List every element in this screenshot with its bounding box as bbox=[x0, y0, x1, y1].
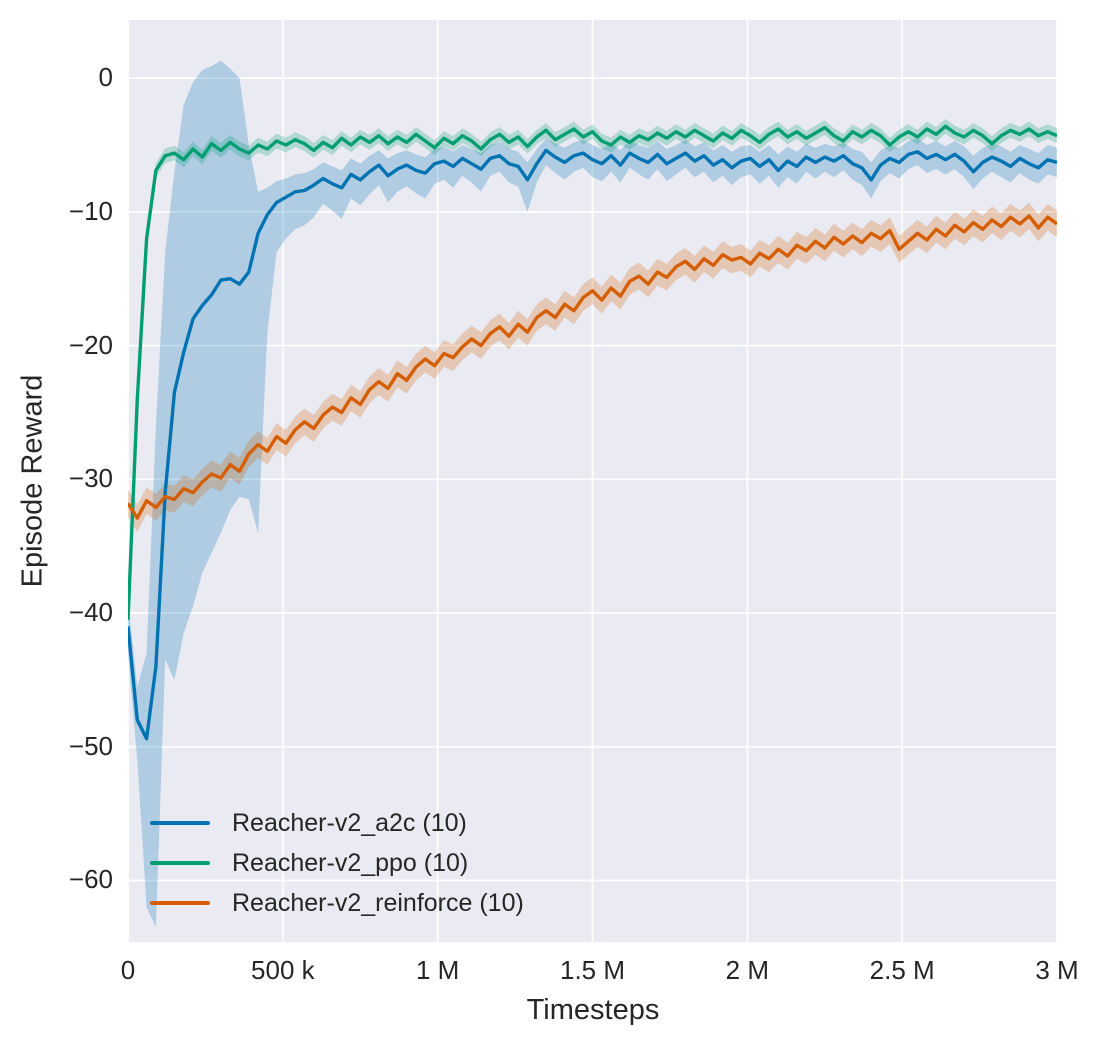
legend-swatch-ppo bbox=[150, 861, 210, 865]
legend-label-reinforce: Reacher-v2_reinforce (10) bbox=[232, 888, 524, 917]
x-tick-3: 1.5 M bbox=[559, 955, 626, 985]
legend-item-reinforce: Reacher-v2_reinforce (10) bbox=[150, 883, 524, 923]
line-ppo bbox=[128, 124, 1057, 620]
gridlines bbox=[127, 20, 1058, 942]
x-tick-1: 500 k bbox=[251, 955, 315, 985]
legend-swatch-a2c bbox=[150, 821, 210, 825]
y-tick-2: −20 bbox=[68, 329, 113, 360]
x-tick-2: 1 M bbox=[415, 955, 460, 985]
legend: Reacher-v2_a2c (10) Reacher-v2_ppo (10) … bbox=[150, 803, 524, 923]
legend-swatch-reinforce bbox=[150, 901, 210, 905]
y-tick-6: −60 bbox=[68, 864, 113, 895]
x-axis-label: Timesteps bbox=[526, 994, 660, 1026]
y-tick-3: −30 bbox=[68, 463, 113, 494]
y-tick-4: −40 bbox=[68, 597, 113, 628]
y-tick-5: −50 bbox=[68, 730, 113, 761]
x-tick-5: 2.5 M bbox=[869, 955, 935, 985]
line-a2c bbox=[128, 148, 1057, 741]
x-tick-6: 3 M bbox=[1035, 955, 1079, 985]
legend-item-a2c: Reacher-v2_a2c (10) bbox=[150, 803, 524, 843]
legend-label-ppo: Reacher-v2_ppo (10) bbox=[232, 848, 469, 877]
y-axis-label: Episode Reward bbox=[16, 374, 49, 588]
y-tick-1: −10 bbox=[68, 195, 113, 226]
x-tick-0: 0 bbox=[120, 955, 136, 985]
band-reinforce bbox=[128, 202, 1057, 532]
series-layer bbox=[128, 60, 1057, 928]
band-a2c bbox=[128, 60, 1057, 928]
legend-item-ppo: Reacher-v2_ppo (10) bbox=[150, 843, 524, 883]
line-reinforce bbox=[128, 214, 1057, 520]
legend-label-a2c: Reacher-v2_a2c (10) bbox=[232, 808, 467, 837]
y-tick-0: 0 bbox=[98, 62, 113, 93]
x-tick-4: 2 M bbox=[725, 955, 769, 985]
